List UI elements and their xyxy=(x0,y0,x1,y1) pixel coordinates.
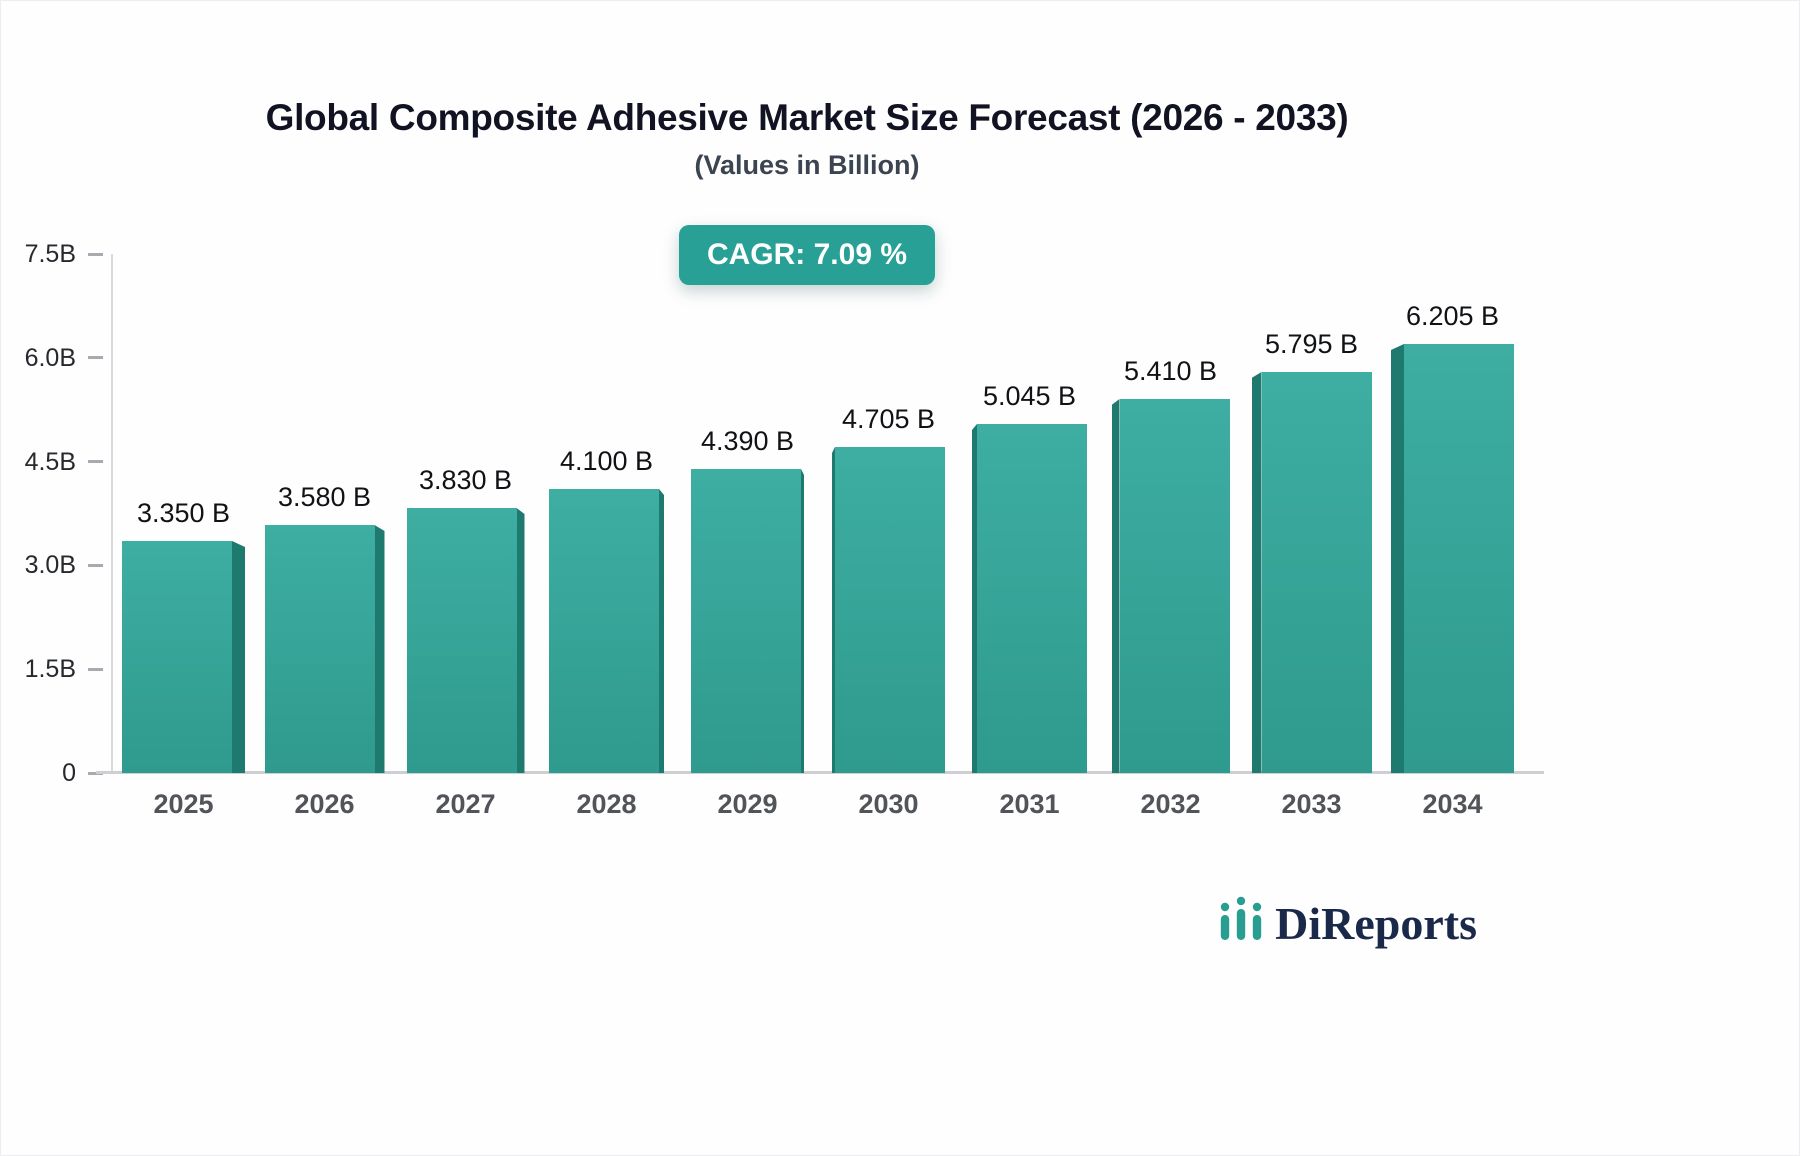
bars-row: 3.350 B 3.580 B 3.830 B 4.100 B 4.390 B 4.705… xyxy=(113,254,1523,773)
bar-face xyxy=(406,508,517,773)
x-axis-label: 2034 xyxy=(1422,789,1483,819)
x-axis-label: 2026 xyxy=(294,789,355,819)
x-axis-label: 2031 xyxy=(999,789,1060,819)
bar-slot: 3.350 B xyxy=(113,254,254,773)
y-tick-label: 3.0B xyxy=(24,551,76,580)
y-tick-mark xyxy=(88,563,103,567)
bar-side-face xyxy=(832,447,835,773)
direports-logo-text: DiReports xyxy=(1275,898,1477,949)
bar-value-label: 6.205 B xyxy=(1405,301,1500,331)
bar-face xyxy=(549,489,659,773)
x-axis-label: 2028 xyxy=(576,789,637,819)
bar-2026 xyxy=(264,525,385,773)
bar-2028 xyxy=(549,489,664,773)
bar-value-label: 3.350 B xyxy=(136,498,231,528)
x-axis-label: 2027 xyxy=(435,789,496,819)
bar-value-label: 5.410 B xyxy=(1123,356,1218,386)
bar-face xyxy=(977,424,1087,773)
bar-side-face xyxy=(972,424,977,773)
bar-value-label: 4.100 B xyxy=(559,446,654,476)
bar-side-face xyxy=(801,469,804,773)
bar-value-label: 4.390 B xyxy=(700,426,795,456)
bar-value-label: 5.045 B xyxy=(982,381,1077,411)
cagr-badge: CAGR: 7.09 % xyxy=(678,225,936,285)
bar-2030 xyxy=(832,447,945,773)
bar-slot: 4.390 B xyxy=(677,254,818,773)
bar-side-face xyxy=(1111,399,1120,773)
direports-logo: DiReports xyxy=(1215,894,1477,947)
bar-value-label: 4.705 B xyxy=(841,404,936,434)
bar-2029 xyxy=(691,469,804,773)
x-axis-label: 2025 xyxy=(153,789,214,819)
bar-2034 xyxy=(1391,344,1514,773)
bar-face xyxy=(1119,399,1230,773)
y-tick-label: 7.5B xyxy=(24,240,76,268)
chart-title: Global Composite Adhesive Market Size Fo… xyxy=(265,97,1349,138)
bar-face xyxy=(122,541,232,773)
bar-value-label: 3.580 B xyxy=(277,482,372,512)
bar-face xyxy=(691,469,801,773)
bar-face xyxy=(1404,344,1514,773)
bar-side-face xyxy=(1391,344,1404,773)
direports-logo-icon xyxy=(1215,894,1267,947)
cagr-badge-wrap: CAGR: 7.09 % xyxy=(1,225,1613,285)
y-tick-mark xyxy=(88,252,103,256)
bar-side-face xyxy=(659,489,664,773)
bar-2027 xyxy=(406,508,525,773)
bar-side-face xyxy=(374,525,385,773)
x-axis-label: 2030 xyxy=(858,789,919,819)
bar-2032 xyxy=(1111,399,1230,773)
chart-subtitle: (Values in Billion) xyxy=(694,150,920,180)
x-axis-line xyxy=(96,771,1544,774)
y-tick-mark xyxy=(88,460,103,464)
bar-face xyxy=(1261,372,1372,773)
bar-slot: 6.205 B xyxy=(1382,254,1523,773)
x-axis-label: 2033 xyxy=(1281,789,1342,819)
y-tick-label: 0 xyxy=(62,759,76,787)
y-tick-label: 6.0B xyxy=(24,343,76,372)
bar-value-label: 5.795 B xyxy=(1264,329,1359,359)
bar-slot: 5.795 B xyxy=(1241,254,1382,773)
y-tick-label: 4.5B xyxy=(24,447,76,476)
y-tick-mark xyxy=(88,771,103,775)
y-axis-line xyxy=(111,254,113,773)
bar-side-face xyxy=(1251,372,1262,773)
bar-2031 xyxy=(972,424,1087,773)
y-tick-label: 1.5B xyxy=(24,655,76,684)
bar-slot: 4.705 B xyxy=(818,254,959,773)
y-tick-mark xyxy=(88,356,103,360)
bar-slot: 3.580 B xyxy=(254,254,395,773)
bar-2033 xyxy=(1251,372,1372,773)
bar-2025 xyxy=(122,541,245,773)
bar-slot: 5.410 B xyxy=(1100,254,1241,773)
x-axis-row: 2025 2026 2027 2028 2029 2030 2031 2032 2033 2034 xyxy=(113,789,1523,820)
bar-slot: 4.100 B xyxy=(536,254,677,773)
x-axis-label: 2032 xyxy=(1140,789,1201,819)
bar-slot: 3.830 B xyxy=(395,254,536,773)
x-axis-label: 2029 xyxy=(717,789,778,819)
bar-side-face xyxy=(232,541,245,773)
bar-slot: 5.045 B xyxy=(959,254,1100,773)
bar-face xyxy=(264,525,375,773)
y-tick-mark xyxy=(88,667,103,671)
bar-value-label: 3.830 B xyxy=(418,465,513,495)
bar-face xyxy=(835,447,945,773)
bar-side-face xyxy=(516,508,525,773)
